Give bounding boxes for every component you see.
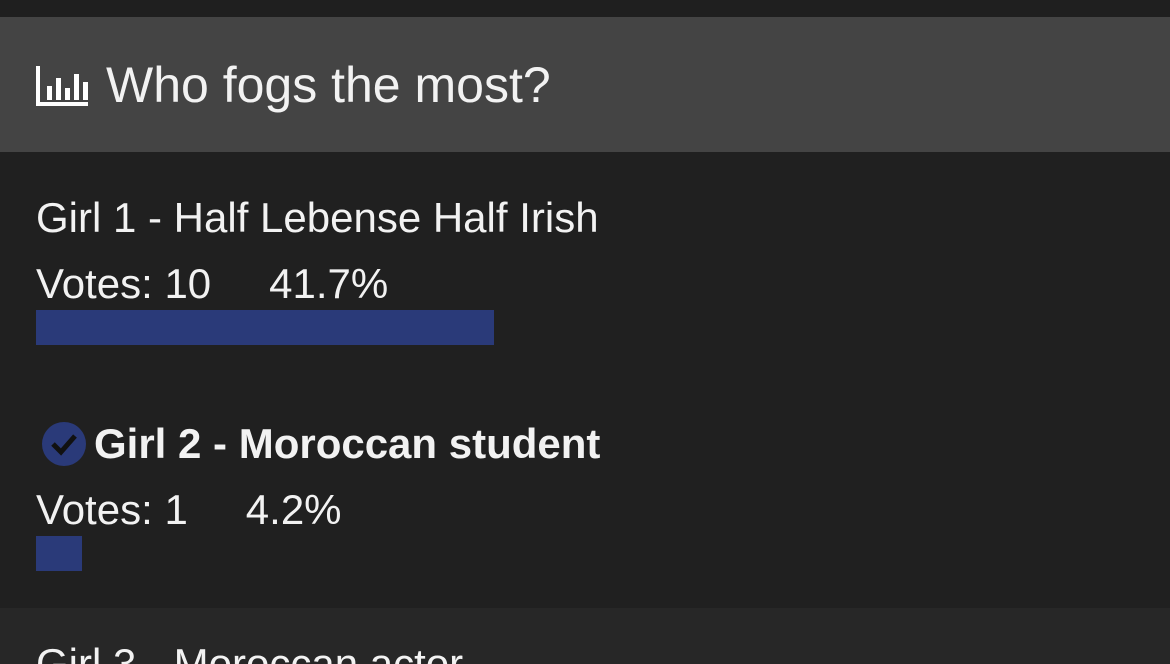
vote-percent: 41.7% xyxy=(269,260,389,307)
next-option xyxy=(0,608,1170,664)
poll-title: Who fogs the most? xyxy=(106,56,551,113)
check-circle xyxy=(42,422,86,466)
vote-row: Votes: 1 4.2% xyxy=(36,486,600,536)
option-label: Girl 2 - Moroccan student xyxy=(36,416,600,472)
vote-count: 1 xyxy=(164,486,188,533)
option-text: Girl 3 - Moroccan actor xyxy=(36,640,464,664)
votes-prefix: Votes: xyxy=(36,260,153,307)
result-bar xyxy=(36,310,494,345)
check-mark xyxy=(51,434,77,456)
poll-option: Girl 1 - Half Lebense Half Irish Votes: 1… xyxy=(36,190,599,345)
poll-options xyxy=(0,152,1170,608)
result-bar xyxy=(36,536,83,571)
option-label: Girl 3 - Moroccan actor xyxy=(36,636,463,664)
poll-option: Girl 2 - Moroccan student Votes: 1 4.2% xyxy=(36,416,600,571)
poll-header: Who fogs the most? xyxy=(0,17,1170,152)
option-text: Girl 2 - Moroccan student xyxy=(94,420,601,467)
chart-icon xyxy=(36,65,88,106)
votes-prefix: Votes: xyxy=(36,486,153,533)
vote-row: Votes: 10 41.7% xyxy=(36,260,599,310)
vote-count: 10 xyxy=(164,260,212,307)
poll-option: Girl 3 - Moroccan actor xyxy=(36,636,463,664)
option-text: Girl 1 - Half Lebense Half Irish xyxy=(36,194,599,241)
vote-percent: 4.2% xyxy=(245,486,342,533)
check-icon xyxy=(42,422,86,466)
option-label: Girl 1 - Half Lebense Half Irish xyxy=(36,190,599,246)
